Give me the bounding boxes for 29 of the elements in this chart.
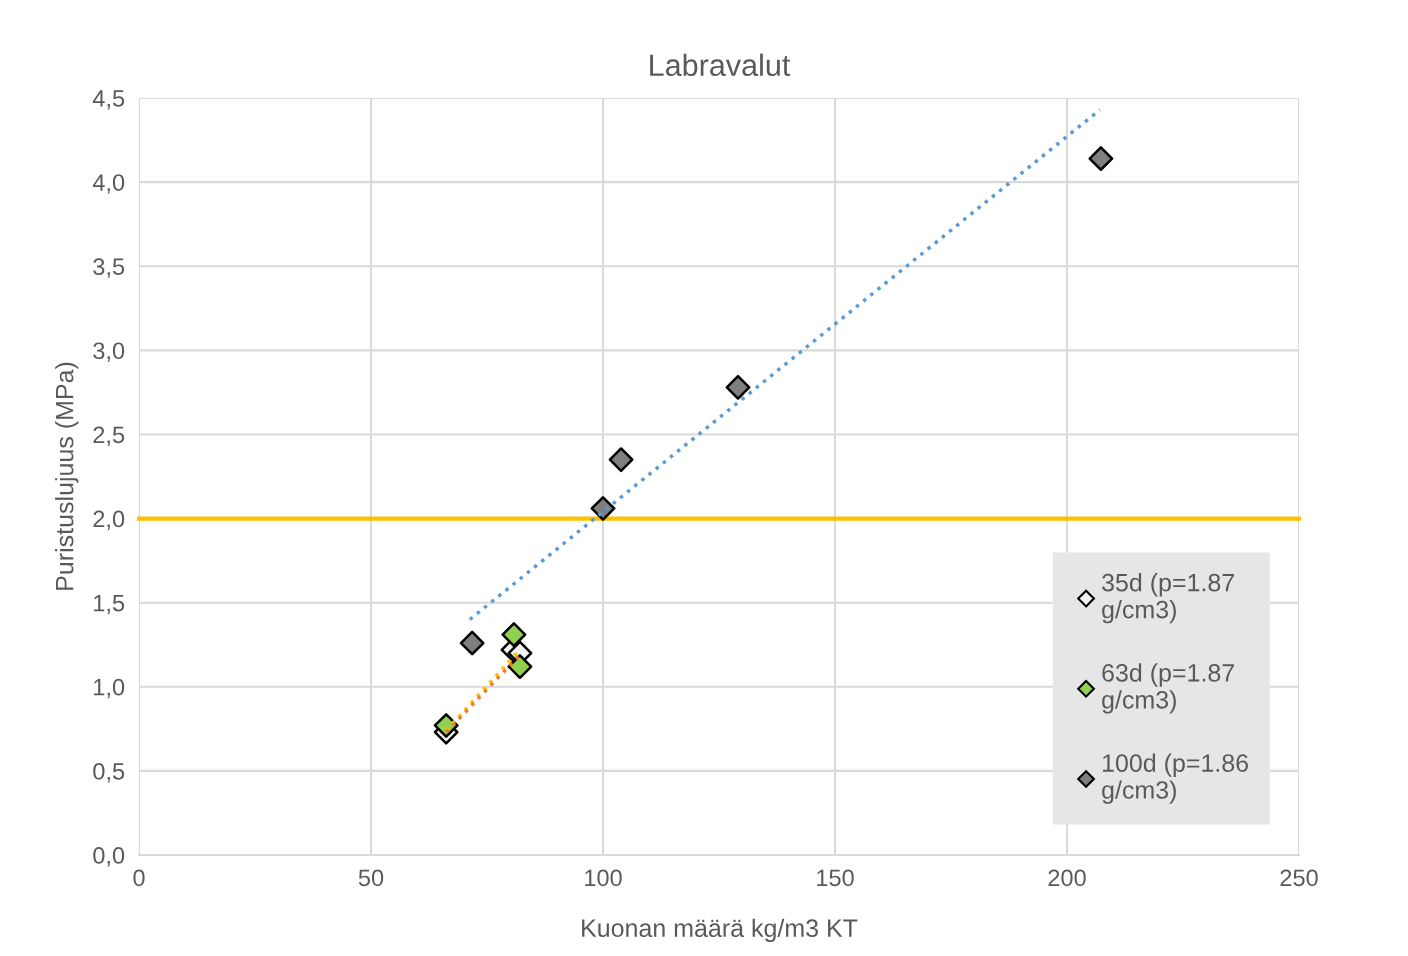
y-tick-label: 0,5 [93, 762, 125, 783]
point [1088, 146, 1114, 172]
y-tick-label: 2,5 [93, 426, 125, 447]
y-tick-label: 4,0 [92, 174, 125, 194]
legend-label: 100d (p=1.86 g/cm3) [1102, 753, 1249, 804]
x-tick-label: 200 [1048, 869, 1086, 887]
x-axis-title: Kuonan määrä kg/m3 KT [582, 918, 858, 942]
legend-label: 63d (p=1.87 g/cm3) [1102, 663, 1234, 714]
point [608, 447, 634, 473]
point [501, 622, 527, 648]
y-tick-label: 4,5 [92, 90, 125, 110]
y-tick-label: 1,0 [94, 678, 125, 699]
point [590, 496, 616, 521]
y-tick-label: 0,0 [93, 847, 125, 867]
chart-title: Labravalut [650, 53, 791, 77]
x-tick-label: 50 [358, 869, 384, 887]
y-tick-label: 3,0 [93, 342, 125, 362]
y-tick-label: 2,0 [93, 510, 125, 531]
y-tick-label: 1,5 [94, 594, 125, 615]
y-axis-title: Puristuslujuus (MPa) [55, 362, 79, 590]
x-tick-label: 0 [133, 869, 145, 887]
x-tick-label: 100 [585, 869, 622, 887]
x-tick-label: 250 [1280, 869, 1318, 887]
x-tick-label: 150 [817, 869, 854, 887]
point [459, 630, 485, 656]
y-tick-label: 3,5 [93, 258, 125, 278]
point [725, 374, 751, 400]
point [507, 654, 533, 680]
legend-label: 35d (p=1.87 g/cm3) [1102, 573, 1234, 624]
